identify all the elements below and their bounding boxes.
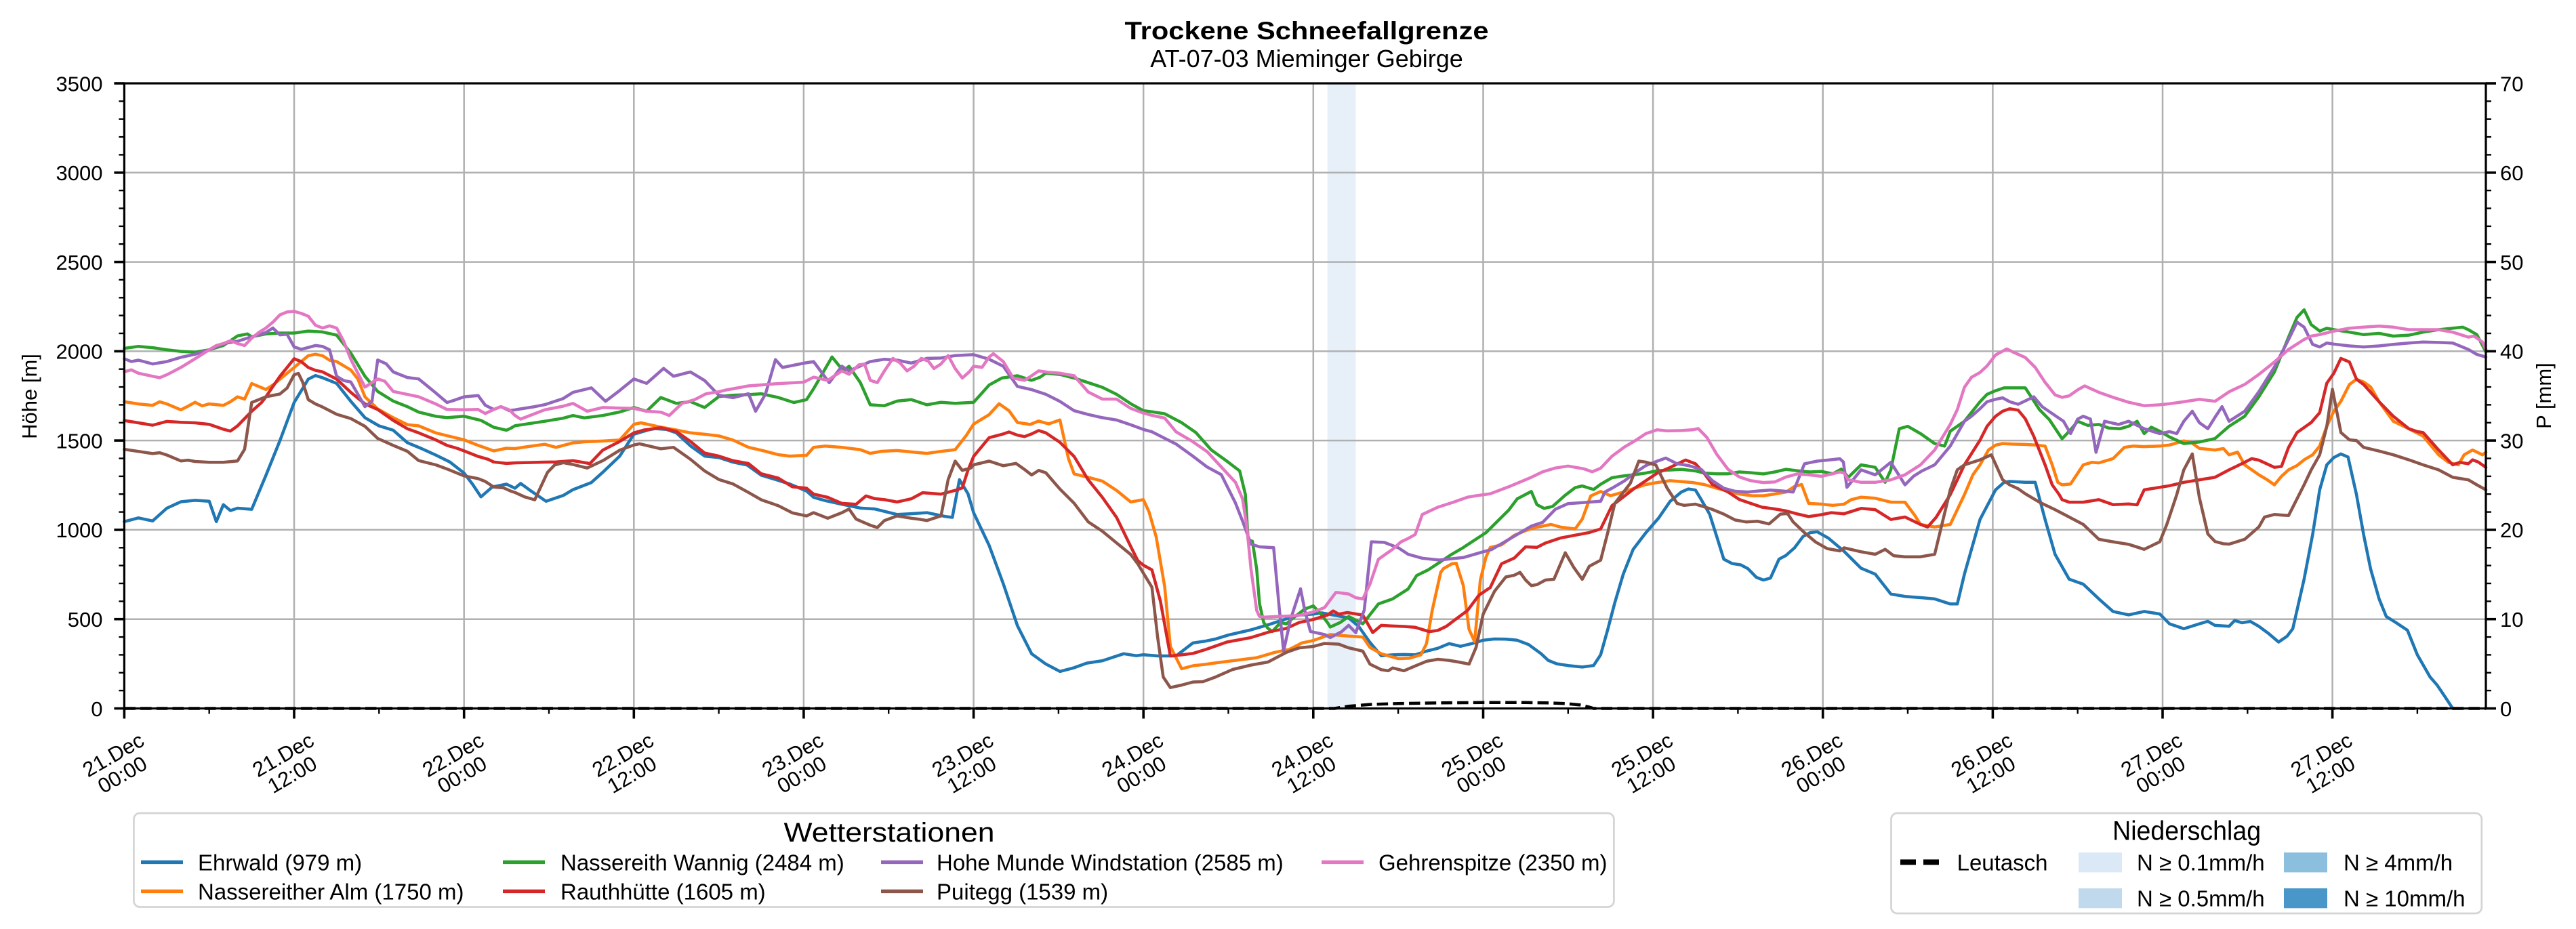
- svg-text:Nassereither Alm (1750 m): Nassereither Alm (1750 m): [198, 879, 464, 904]
- svg-text:40: 40: [2500, 340, 2523, 364]
- svg-text:1000: 1000: [56, 518, 103, 542]
- svg-text:2000: 2000: [56, 340, 103, 364]
- svg-text:10: 10: [2500, 608, 2523, 632]
- svg-text:N ≥ 0.1mm/h: N ≥ 0.1mm/h: [2137, 850, 2265, 875]
- svg-text:0: 0: [91, 697, 102, 721]
- svg-text:3000: 3000: [56, 161, 103, 185]
- svg-text:Wetterstationen: Wetterstationen: [784, 818, 995, 848]
- svg-text:Trockene Schneefallgrenze: Trockene Schneefallgrenze: [1125, 17, 1489, 45]
- svg-text:Leutasch: Leutasch: [1957, 850, 2048, 875]
- svg-text:Puitegg (1539 m): Puitegg (1539 m): [937, 879, 1108, 904]
- svg-text:Höhe [m]: Höhe [m]: [18, 354, 41, 439]
- svg-text:3500: 3500: [56, 72, 103, 96]
- svg-text:N ≥ 0.5mm/h: N ≥ 0.5mm/h: [2137, 886, 2265, 911]
- svg-text:Gehrenspitze (2350 m): Gehrenspitze (2350 m): [1378, 850, 1608, 875]
- svg-text:1500: 1500: [56, 429, 103, 453]
- svg-text:Ehrwald (979 m): Ehrwald (979 m): [198, 850, 362, 875]
- svg-text:50: 50: [2500, 251, 2523, 274]
- svg-text:AT-07-03 Mieminger Gebirge: AT-07-03 Mieminger Gebirge: [1150, 45, 1463, 73]
- svg-text:Rauthhütte (1605 m): Rauthhütte (1605 m): [560, 879, 766, 904]
- svg-text:70: 70: [2500, 72, 2523, 96]
- svg-text:30: 30: [2500, 429, 2523, 453]
- svg-text:60: 60: [2500, 161, 2523, 185]
- svg-text:Niederschlag: Niederschlag: [2112, 816, 2261, 846]
- svg-text:2500: 2500: [56, 251, 103, 274]
- svg-text:Hohe Munde Windstation (2585 m: Hohe Munde Windstation (2585 m): [937, 850, 1284, 875]
- svg-text:N ≥ 10mm/h: N ≥ 10mm/h: [2344, 886, 2466, 911]
- svg-text:P [mm]: P [mm]: [2532, 363, 2556, 429]
- svg-text:N ≥ 4mm/h: N ≥ 4mm/h: [2344, 850, 2453, 875]
- svg-text:0: 0: [2500, 697, 2512, 721]
- svg-text:Nassereith Wannig (2484 m): Nassereith Wannig (2484 m): [560, 850, 844, 875]
- svg-text:500: 500: [68, 608, 103, 632]
- svg-text:20: 20: [2500, 518, 2523, 542]
